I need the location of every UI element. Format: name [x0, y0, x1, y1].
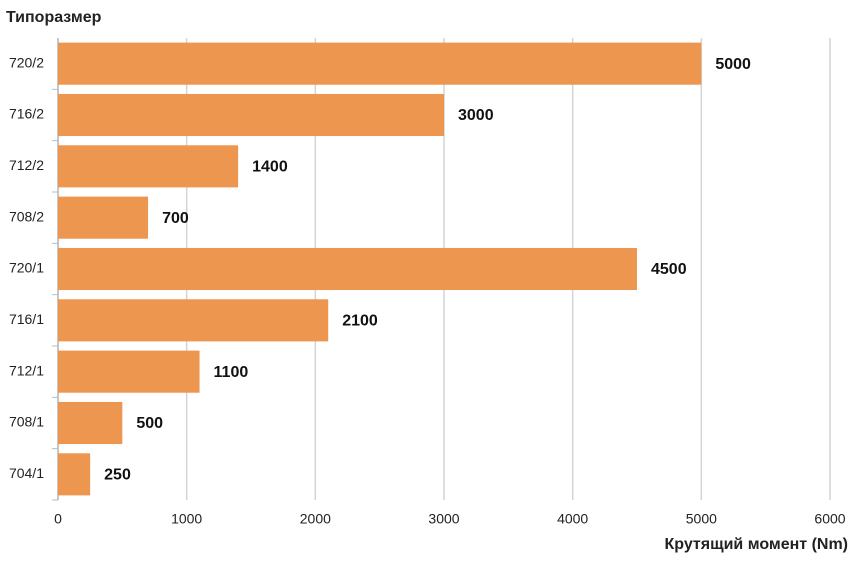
y-tick-label: 708/2 [9, 208, 44, 224]
y-tick-label: 712/2 [9, 157, 44, 173]
value-label: 4500 [651, 261, 687, 278]
value-label: 500 [136, 415, 163, 432]
x-tick-label: 6000 [814, 511, 845, 527]
x-tick-label: 4000 [557, 511, 588, 527]
x-tick-label: 0 [54, 511, 62, 527]
bar [58, 401, 123, 445]
value-label: 3000 [458, 107, 494, 124]
y-tick-label: 716/1 [9, 311, 44, 327]
bar [58, 93, 444, 137]
x-tick-label: 1000 [171, 511, 202, 527]
bar [58, 350, 200, 393]
bar [58, 453, 91, 496]
y-tick-label: 716/2 [9, 106, 44, 122]
y-tick-label: 708/1 [9, 414, 44, 430]
bar [58, 145, 239, 188]
x-axis-label: Крутящий момент (Nm) [664, 536, 848, 553]
value-label: 2100 [342, 313, 378, 330]
value-label: 5000 [715, 56, 751, 73]
x-tick-label: 5000 [686, 511, 717, 527]
x-tick-label: 3000 [428, 511, 459, 527]
bar [58, 247, 637, 291]
x-tick-label: 2000 [300, 511, 331, 527]
value-label: 1400 [252, 159, 288, 176]
bar [58, 42, 702, 85]
bar [58, 299, 329, 342]
value-label: 250 [104, 467, 131, 484]
bar [58, 196, 149, 239]
y-tick-label: 720/2 [9, 54, 44, 70]
y-tick-label: 712/1 [9, 362, 44, 378]
y-tick-label: 720/1 [9, 260, 44, 276]
chart-title: Типоразмер [6, 9, 102, 26]
y-tick-label: 704/1 [9, 465, 44, 481]
value-label: 1100 [214, 364, 249, 381]
value-label: 700 [162, 210, 189, 227]
